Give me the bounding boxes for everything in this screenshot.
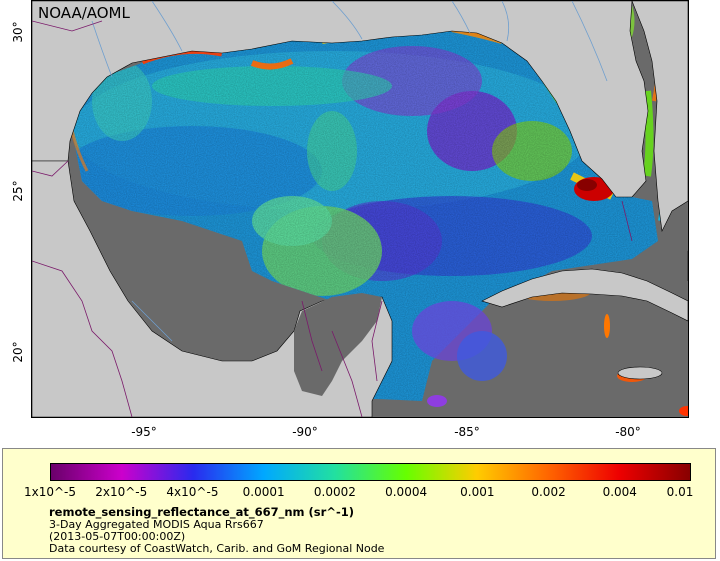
ocean-reflectance-map[interactable] bbox=[32, 1, 688, 417]
rivers bbox=[91, 1, 608, 342]
legend-time: (2013-05-07T00:00:00Z) bbox=[49, 530, 186, 543]
colorbar-tick-label: 0.0002 bbox=[313, 485, 356, 499]
y-tick-label: 20° bbox=[11, 341, 25, 363]
y-tick-label: 30° bbox=[11, 21, 25, 43]
borders bbox=[32, 20, 633, 417]
legend-courtesy: Data courtesy of CoastWatch, Carib. and … bbox=[49, 542, 385, 555]
colorbar bbox=[50, 463, 691, 481]
y-tick-label: 25° bbox=[11, 180, 25, 202]
colorbar-tick-label: 0.0001 bbox=[242, 485, 285, 499]
legend-dataset: 3-Day Aggregated MODIS Aqua Rrs667 bbox=[49, 518, 264, 531]
land-masses bbox=[32, 1, 688, 417]
x-tick-label: -85° bbox=[454, 425, 480, 439]
colorbar-tick-label: 0.0004 bbox=[385, 485, 428, 499]
legend-panel: 1x10^-5 2x10^-5 4x10^-5 0.0001 0.0002 0.0004 0… bbox=[2, 448, 716, 559]
colorbar-tick-label: 1x10^-5 bbox=[23, 485, 77, 499]
colorbar-tick-label: 4x10^-5 bbox=[166, 485, 219, 499]
colorbar-tick-label: 0.001 bbox=[460, 485, 495, 499]
x-tick-label: -90° bbox=[292, 425, 318, 439]
colorbar-tick-label: 0.004 bbox=[602, 485, 637, 499]
credit-label: NOAA/AOML bbox=[38, 4, 130, 22]
caribbean-patches bbox=[412, 281, 688, 416]
x-tick-label: -80° bbox=[615, 425, 641, 439]
colorbar-tick-label: 2x10^-5 bbox=[95, 485, 148, 499]
x-tick-label: -95° bbox=[131, 425, 157, 439]
legend-variable: remote_sensing_reflectance_at_667_nm (sr… bbox=[49, 505, 354, 519]
colorbar-tick-label: 0.01 bbox=[666, 485, 694, 499]
colorbar-tick-label: 0.002 bbox=[531, 485, 566, 499]
map-frame[interactable]: NOAA/AOML bbox=[31, 0, 689, 418]
